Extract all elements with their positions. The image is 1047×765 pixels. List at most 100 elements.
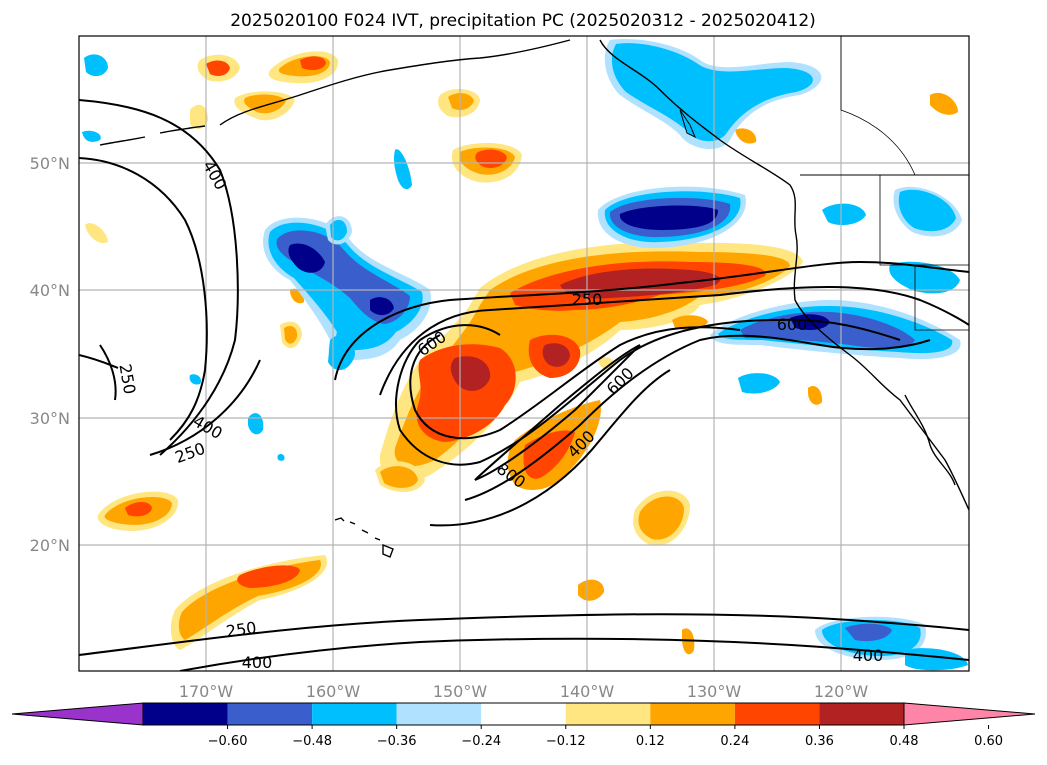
lon-label: 140°W: [560, 682, 615, 701]
small-pos-8: [85, 223, 108, 244]
contour-label: 250: [225, 618, 258, 641]
contour-250-south: [79, 613, 969, 656]
se-blue-royal: [845, 623, 892, 642]
colorbar-extend-high: [903, 702, 1036, 726]
map-frame: [78, 35, 970, 672]
contour-400-west: [79, 157, 208, 441]
small-pos-20: [735, 128, 757, 144]
contour-600-loop: [409, 326, 741, 440]
colorbar-tick-label: 0.60: [974, 734, 1003, 749]
se-blue-2: [905, 648, 968, 671]
lon-label: 150°W: [433, 682, 488, 701]
small-pos-11o: [380, 466, 418, 488]
contour-250-west: [79, 99, 239, 456]
ivt-contours: [79, 99, 969, 671]
latitude-labels: 50°N 40°N 30°N 20°N: [30, 154, 70, 555]
north-america-coast: [599, 39, 969, 511]
contour-400-main: [379, 285, 969, 396]
small-pos-19: [598, 357, 615, 370]
contour-label: 400: [242, 653, 273, 672]
ll-blue-1s: [330, 219, 347, 241]
ll-blue-8: [738, 373, 780, 394]
lon-label: 160°W: [306, 682, 361, 701]
haida-gwaii: [679, 109, 696, 139]
small-pos-14o: [638, 496, 684, 540]
contour-250-inner: [79, 354, 119, 369]
small-pos-15: [578, 579, 605, 601]
ll-blue-9: [277, 453, 285, 461]
small-pos-4: [190, 104, 208, 129]
nw-blue-navy: [288, 243, 325, 273]
precip-positive-anomalies: [85, 51, 958, 655]
contour-250-inner-w: [99, 344, 117, 401]
colorbar-bin: [819, 703, 904, 725]
interior-blue-1s: [898, 189, 956, 232]
colorbar-tick-label: −0.24: [461, 734, 501, 749]
ll-blue-3: [189, 374, 202, 385]
contour-400-inner: [464, 334, 931, 501]
contour-250-main: [149, 260, 969, 456]
lat-label: 40°N: [30, 281, 70, 300]
small-pos-16: [682, 628, 695, 655]
figure-title: 2025020100 F024 IVT, precipitation PC (2…: [230, 11, 816, 31]
lat-label: 50°N: [30, 154, 70, 173]
lon-label: 120°W: [814, 682, 869, 701]
colorbar-bin: [481, 703, 566, 725]
small-pos-7: [930, 92, 958, 115]
colorbar-bin: [565, 703, 651, 725]
contour-400-south: [179, 637, 969, 671]
coast-blue-navy: [790, 314, 830, 330]
colorbar-tick-label: 0.36: [805, 734, 834, 749]
colorbar-bin: [734, 703, 820, 725]
small-pos-12r: [125, 502, 152, 517]
small-pos-2o: [206, 60, 230, 76]
longitude-labels: 170°W 160°W 150°W 140°W 130°W 120°W: [179, 682, 869, 701]
ll-blue-6: [84, 54, 108, 77]
central-darkred-2: [542, 343, 570, 367]
small-pos-13r: [237, 565, 300, 588]
ll-blue-5: [394, 149, 412, 190]
ne-blob-navy: [619, 205, 718, 230]
colorbar-bin: [650, 703, 735, 725]
lat-label: 20°N: [30, 536, 70, 555]
small-pos-9o: [284, 326, 298, 344]
bc-blue-sky: [611, 43, 813, 142]
colorbar-bin: [396, 703, 482, 725]
small-pos-17: [808, 385, 823, 405]
us-states: [840, 36, 969, 331]
baja-coast: [904, 394, 956, 486]
coastlines: [99, 36, 969, 558]
colorbar-tick-label: −0.36: [377, 734, 417, 749]
contour-400-ss: [429, 369, 671, 527]
hawaii: [334, 517, 394, 558]
colorbar-bin: [227, 703, 313, 725]
colorbar-extend-low: [11, 702, 144, 726]
colorbar-tick-label: −0.48: [292, 734, 332, 749]
contour-label: 400: [853, 646, 884, 665]
colorbar-tick-label: 0.12: [636, 734, 665, 749]
ll-blue-4: [328, 335, 355, 371]
colorbar-tick-label: −0.60: [208, 734, 248, 749]
colorbar: −0.60 −0.48 −0.36 −0.24 −0.12 0.12 0.24 0.36 0.4…: [11, 702, 1036, 749]
small-pos-5o: [448, 93, 474, 110]
lon-label: 130°W: [687, 682, 742, 701]
contour-600: [395, 318, 901, 466]
ll-blue-7: [82, 130, 101, 142]
nw-blue-navy-2: [370, 297, 394, 316]
map-content: 400 250 400 250 250 400 250 600 600 600 …: [79, 36, 969, 672]
colorbar-bin: [312, 703, 397, 725]
colorbar-tick-label: −0.12: [546, 734, 586, 749]
colorbar-tick-label: 0.24: [720, 734, 749, 749]
precip-negative-anomalies: [82, 39, 968, 671]
small-pos-1r: [300, 56, 326, 71]
lat-label: 30°N: [30, 409, 70, 428]
contour-label: 600: [777, 315, 808, 334]
alaska-coast: [219, 39, 571, 126]
contour-800: [474, 344, 641, 481]
lon-label: 170°W: [179, 682, 234, 701]
interior-blue-2: [822, 203, 866, 226]
contour-label: 250: [572, 290, 603, 309]
ar-band-orange: [394, 251, 790, 467]
colorbar-border: [142, 702, 905, 726]
